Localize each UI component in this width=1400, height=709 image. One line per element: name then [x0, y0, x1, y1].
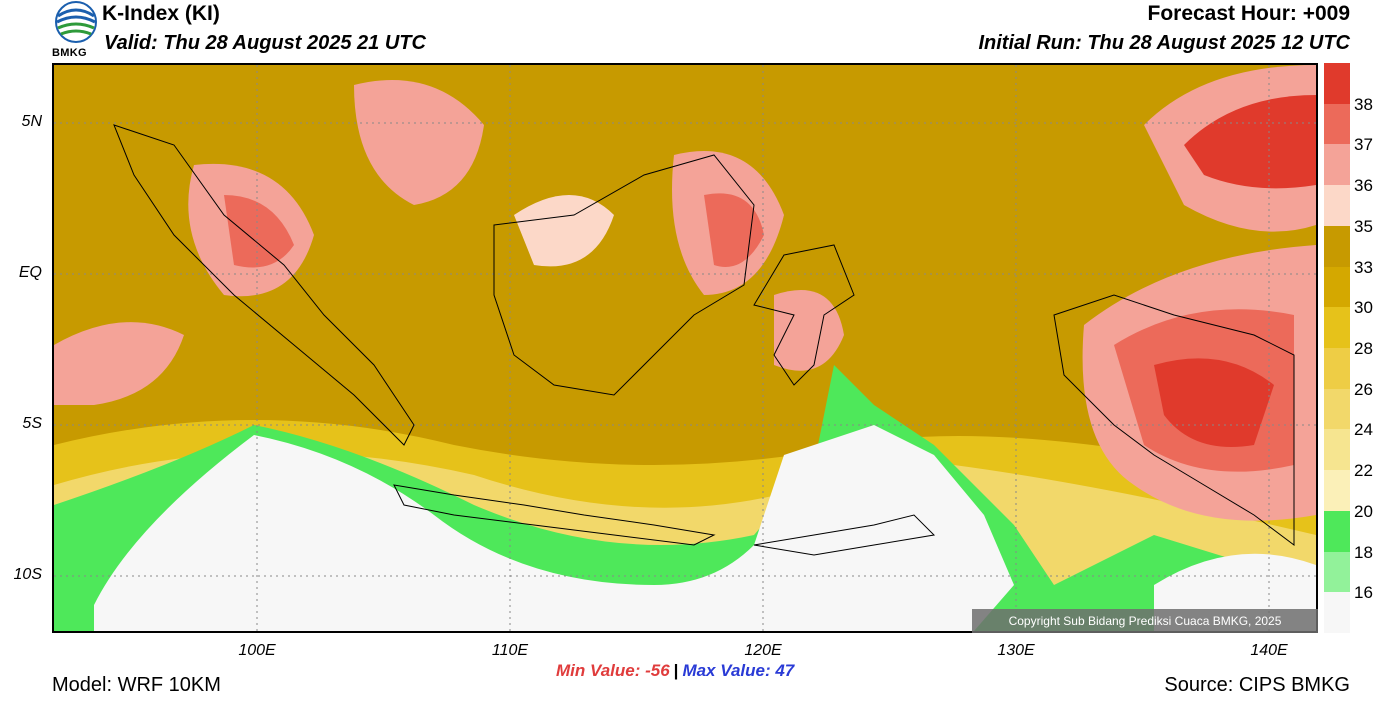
- source-label: Source: CIPS BMKG: [1164, 674, 1350, 696]
- colorbar-segment: [1324, 551, 1350, 593]
- lon-label-120e: 120E: [744, 642, 782, 659]
- colorbar-label: 26: [1354, 379, 1373, 399]
- colorbar-label: 37: [1354, 135, 1373, 155]
- colorbar-label: 22: [1354, 461, 1373, 481]
- lon-label-140e: 140E: [1250, 642, 1288, 659]
- bmkg-logo-text: BMKG: [52, 47, 87, 59]
- model-label: Model: WRF 10KM: [52, 674, 221, 696]
- separator: |: [673, 661, 679, 680]
- lat-label-5n: 5N: [21, 113, 42, 130]
- colorbar-label: 33: [1354, 257, 1373, 277]
- initial-run: Initial Run: Thu 28 August 2025 12 UTC: [978, 32, 1350, 54]
- colorbar-segment: [1324, 144, 1350, 186]
- colorbar-segment: [1324, 266, 1350, 308]
- colorbar-label: 24: [1354, 420, 1373, 440]
- lat-label-eq: EQ: [18, 264, 42, 281]
- lat-label-5s: 5S: [22, 415, 42, 432]
- copyright-notice: Copyright Sub Bidang Prediksi Cuaca BMKG…: [972, 609, 1318, 633]
- max-value: Max Value: 47: [682, 661, 795, 680]
- colorbar-label: 28: [1354, 339, 1373, 358]
- colorbar: [1324, 63, 1350, 634]
- lon-label-100e: 100E: [238, 642, 276, 659]
- colorbar-segment: [1324, 63, 1350, 105]
- lon-label-110e: 110E: [491, 642, 529, 659]
- colorbar-segment: [1324, 470, 1350, 512]
- colorbar-segment: [1324, 592, 1350, 634]
- lon-label-130e: 130E: [997, 642, 1035, 659]
- k-index-map: [52, 63, 1318, 633]
- map-canvas: [54, 65, 1316, 631]
- colorbar-segment: [1324, 225, 1350, 268]
- lat-label-10s: 10S: [13, 566, 42, 583]
- colorbar-segment: [1324, 388, 1350, 430]
- bmkg-logo: [52, 0, 100, 62]
- colorbar-segment: [1324, 185, 1350, 227]
- colorbar-label: 35: [1354, 216, 1373, 236]
- colorbar-label: 18: [1354, 542, 1373, 562]
- colorbar-label: 36: [1354, 176, 1373, 196]
- colorbar-segment: [1324, 429, 1350, 471]
- chart-title: K-Index (KI): [102, 2, 220, 25]
- forecast-hour: Forecast Hour: +009: [1147, 2, 1351, 25]
- min-max-values: Min Value: -56 | Max Value: 47: [556, 661, 794, 681]
- colorbar-segment: [1324, 307, 1350, 349]
- colorbar-segment: [1324, 348, 1350, 390]
- colorbar-segment: [1324, 103, 1350, 145]
- colorbar-label: 30: [1354, 298, 1373, 318]
- colorbar-label: 38: [1354, 94, 1373, 114]
- colorbar-label: 20: [1354, 501, 1373, 521]
- colorbar-segment: [1324, 510, 1350, 553]
- valid-time: Valid: Thu 28 August 2025 21 UTC: [104, 32, 426, 54]
- min-value: Min Value: -56: [556, 661, 670, 680]
- colorbar-label: 16: [1354, 583, 1373, 603]
